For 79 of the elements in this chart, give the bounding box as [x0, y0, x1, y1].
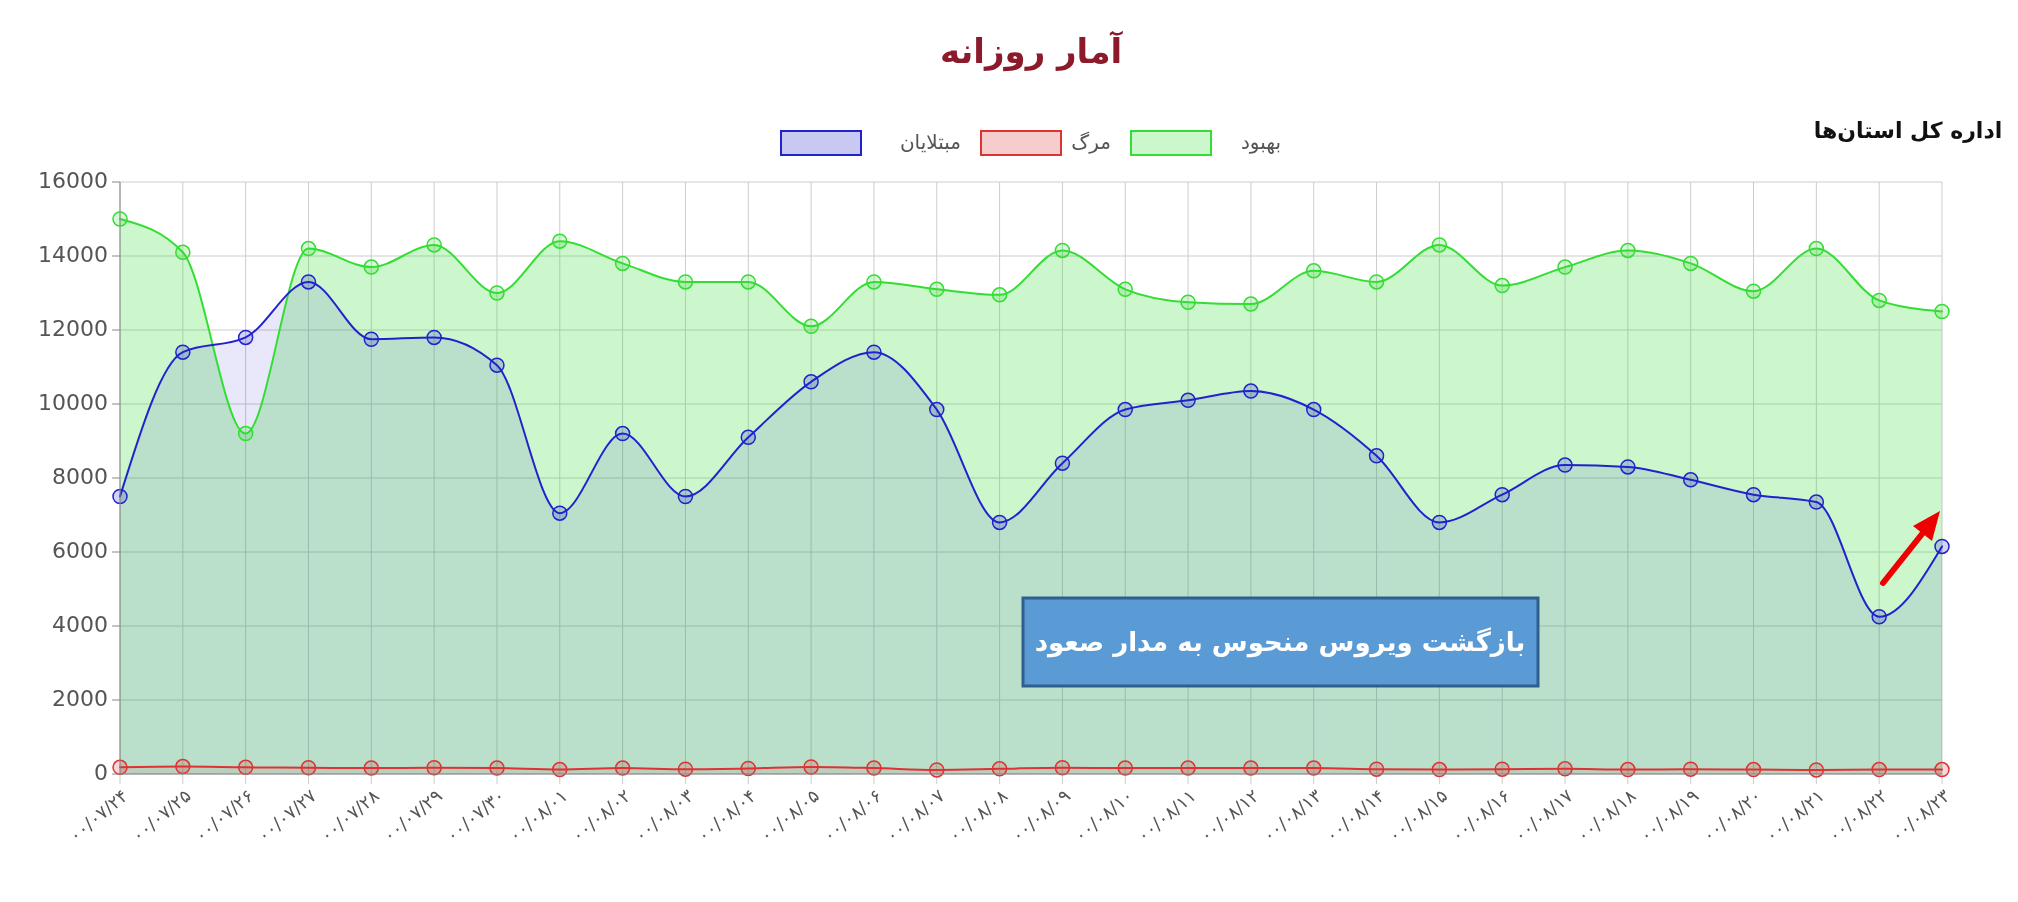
y-tick-label: 8000 [52, 464, 108, 489]
y-tick-label: 2000 [52, 686, 108, 711]
point [1934, 303, 1950, 320]
point [1871, 292, 1887, 309]
point [237, 329, 254, 346]
y-tick-label: 14000 [38, 242, 108, 267]
point [614, 255, 631, 272]
point [1682, 255, 1699, 272]
point [1934, 761, 1950, 778]
point [1808, 240, 1825, 257]
point [1180, 294, 1196, 310]
point [929, 281, 945, 298]
point [614, 425, 631, 442]
point [1431, 237, 1448, 253]
point [1243, 383, 1259, 399]
point [1305, 401, 1322, 418]
point [1494, 486, 1510, 503]
point [1054, 455, 1071, 471]
point [552, 233, 568, 249]
y-tick-label: 4000 [52, 612, 108, 637]
point [1117, 401, 1133, 418]
point [803, 759, 819, 775]
y-tick-label: 12000 [38, 316, 108, 341]
point [1871, 609, 1887, 625]
point [803, 318, 819, 335]
point [1620, 242, 1636, 259]
point [1368, 274, 1385, 290]
point [175, 344, 191, 360]
point [1745, 283, 1762, 299]
point [1117, 281, 1133, 298]
point [1682, 472, 1699, 488]
point [237, 425, 254, 442]
point [803, 374, 819, 390]
legend-label: مرگ [1071, 129, 1111, 154]
point [175, 244, 191, 261]
point [1368, 448, 1385, 464]
text: اداره کل استان‌ها [1813, 118, 2003, 143]
point [1557, 457, 1573, 473]
point [1054, 242, 1071, 259]
point [175, 758, 191, 775]
point [489, 285, 505, 301]
point [677, 274, 694, 290]
legend-label: مبتلایان [899, 129, 961, 154]
point [991, 287, 1008, 303]
y-tick-label: 16000 [38, 168, 108, 193]
point [929, 401, 945, 418]
point [740, 274, 757, 290]
point [1808, 494, 1825, 510]
point [1494, 277, 1510, 294]
point [740, 429, 757, 446]
y-tick-label: 10000 [38, 390, 108, 415]
point [1934, 538, 1950, 555]
point [552, 505, 568, 521]
legend-label: بهبود [1240, 129, 1281, 154]
point [1620, 459, 1636, 475]
point [426, 329, 442, 346]
point [363, 259, 380, 275]
point [866, 274, 882, 290]
point [991, 514, 1008, 531]
point [677, 488, 694, 505]
y-tick-label: 0 [94, 760, 108, 785]
point [426, 759, 442, 776]
annotation: بازگشت ویروس منحوس به مدار صعود [1034, 626, 1526, 658]
point [237, 759, 254, 776]
point [300, 240, 317, 257]
point [1243, 296, 1259, 312]
point [1180, 392, 1196, 409]
point [489, 357, 505, 373]
point [866, 344, 882, 360]
point [426, 237, 442, 253]
point [1557, 259, 1573, 275]
chart-title: آمار روزانه [939, 30, 1124, 72]
point [1745, 486, 1762, 503]
y-tick-label: 6000 [52, 538, 108, 563]
point [1431, 514, 1448, 531]
point [1305, 263, 1322, 279]
point [1054, 759, 1071, 776]
point [363, 331, 380, 347]
point [300, 274, 317, 290]
